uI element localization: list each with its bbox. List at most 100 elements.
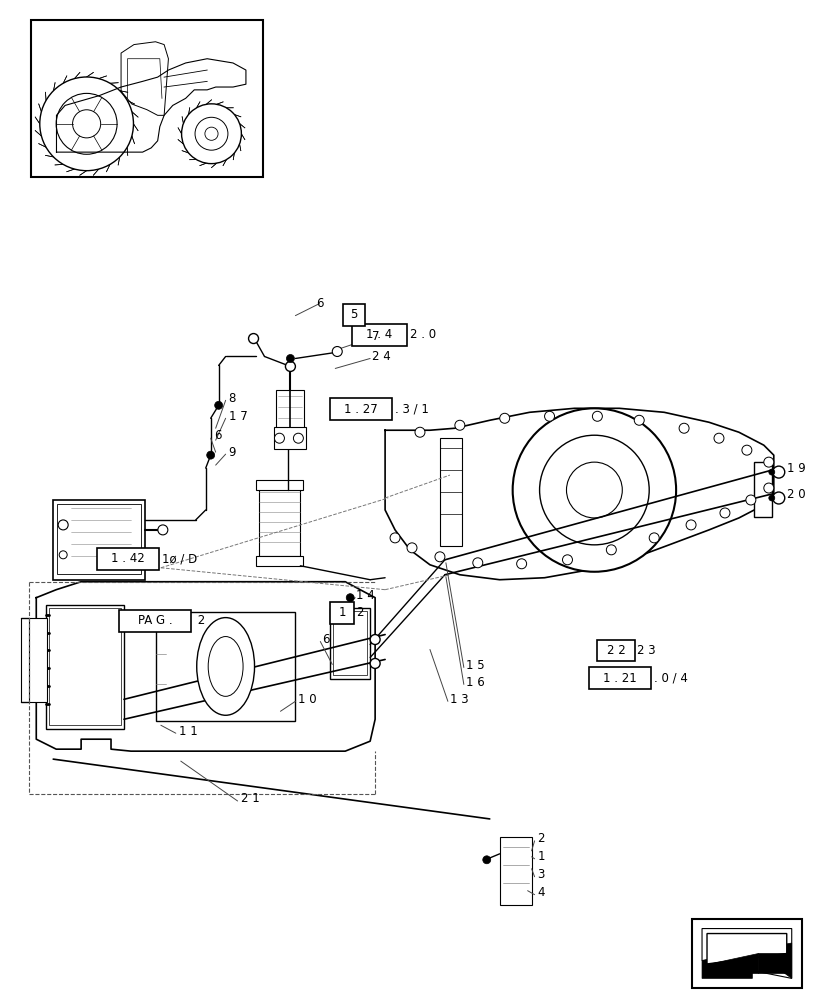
Circle shape	[762, 457, 773, 467]
Circle shape	[434, 552, 444, 562]
Text: 2 4: 2 4	[371, 350, 390, 363]
Circle shape	[40, 77, 133, 171]
Text: 9: 9	[228, 446, 236, 459]
Text: 2 0: 2 0	[786, 488, 805, 501]
Bar	[343, 304, 365, 326]
Text: 5: 5	[350, 308, 357, 321]
Circle shape	[181, 104, 241, 164]
Polygon shape	[56, 59, 246, 152]
Circle shape	[285, 361, 295, 371]
Circle shape	[762, 483, 773, 493]
Polygon shape	[701, 929, 791, 978]
Text: 6: 6	[213, 429, 221, 442]
Circle shape	[539, 435, 648, 545]
Polygon shape	[121, 42, 168, 115]
Text: 2: 2	[194, 614, 205, 627]
Circle shape	[370, 658, 380, 668]
Circle shape	[482, 856, 490, 864]
Text: 4: 4	[537, 886, 544, 899]
Text: 6: 6	[322, 633, 329, 646]
Bar	[330, 602, 354, 624]
Circle shape	[248, 334, 258, 344]
Polygon shape	[706, 934, 786, 964]
Circle shape	[512, 408, 676, 572]
Circle shape	[207, 451, 214, 459]
Circle shape	[516, 559, 526, 569]
Circle shape	[500, 413, 509, 423]
Bar	[53, 500, 145, 580]
Circle shape	[414, 427, 424, 437]
Bar	[119, 610, 190, 632]
Ellipse shape	[197, 618, 254, 715]
Bar	[97, 548, 159, 570]
Circle shape	[407, 543, 417, 553]
Text: 1 . 27: 1 . 27	[344, 403, 378, 416]
Text: 1 6: 1 6	[466, 676, 484, 689]
Bar	[500, 837, 531, 905]
Circle shape	[370, 635, 380, 645]
Bar	[596, 640, 634, 661]
Circle shape	[772, 466, 784, 478]
Circle shape	[204, 127, 218, 140]
Bar	[31, 20, 262, 177]
Bar	[276, 390, 304, 430]
Bar	[256, 556, 303, 566]
Circle shape	[214, 401, 222, 409]
Bar	[46, 605, 124, 729]
Circle shape	[195, 117, 227, 150]
Circle shape	[59, 551, 67, 559]
Bar	[258, 486, 300, 556]
Bar	[155, 612, 295, 721]
Text: PA G .: PA G .	[137, 614, 172, 627]
Text: 1 5: 1 5	[466, 659, 484, 672]
Circle shape	[544, 411, 554, 421]
Circle shape	[605, 545, 615, 555]
Text: 1 . 42: 1 . 42	[111, 552, 145, 565]
Circle shape	[73, 110, 101, 138]
Text: 1: 1	[338, 606, 346, 619]
Circle shape	[686, 520, 696, 530]
Circle shape	[678, 423, 688, 433]
Text: 7: 7	[371, 330, 380, 343]
Circle shape	[713, 433, 723, 443]
Text: 1 0: 1 0	[298, 693, 317, 706]
Text: 2 3: 2 3	[637, 644, 655, 657]
Bar	[330, 608, 370, 679]
Text: 1 . 4: 1 . 4	[366, 328, 392, 341]
Circle shape	[274, 433, 284, 443]
Polygon shape	[36, 582, 375, 751]
Bar	[333, 611, 366, 675]
Circle shape	[745, 495, 755, 505]
Circle shape	[633, 415, 643, 425]
Text: 2 . 0: 2 . 0	[409, 328, 436, 341]
Circle shape	[332, 347, 342, 356]
Bar	[274, 427, 306, 449]
Polygon shape	[385, 408, 773, 580]
Text: 3: 3	[537, 868, 544, 881]
Circle shape	[286, 354, 294, 362]
Bar	[351, 324, 407, 346]
Circle shape	[158, 525, 168, 535]
Bar	[691, 919, 801, 988]
Circle shape	[741, 445, 751, 455]
Text: 1 3: 1 3	[449, 693, 468, 706]
Text: . 0 / 4: . 0 / 4	[653, 672, 687, 685]
Circle shape	[566, 462, 622, 518]
Text: 1 1: 1 1	[179, 725, 198, 738]
Polygon shape	[757, 953, 786, 973]
Circle shape	[719, 508, 729, 518]
Circle shape	[768, 469, 774, 475]
Bar	[49, 608, 121, 725]
Text: 6: 6	[315, 297, 323, 310]
Text: 2: 2	[537, 832, 544, 845]
Bar	[589, 667, 650, 689]
Circle shape	[293, 433, 303, 443]
Text: 2: 2	[356, 606, 363, 619]
Circle shape	[648, 533, 658, 543]
Text: 8: 8	[228, 392, 236, 405]
Polygon shape	[706, 953, 757, 973]
Bar	[330, 398, 392, 420]
Text: 2 2: 2 2	[606, 644, 625, 657]
Circle shape	[562, 555, 571, 565]
Bar	[753, 462, 771, 517]
